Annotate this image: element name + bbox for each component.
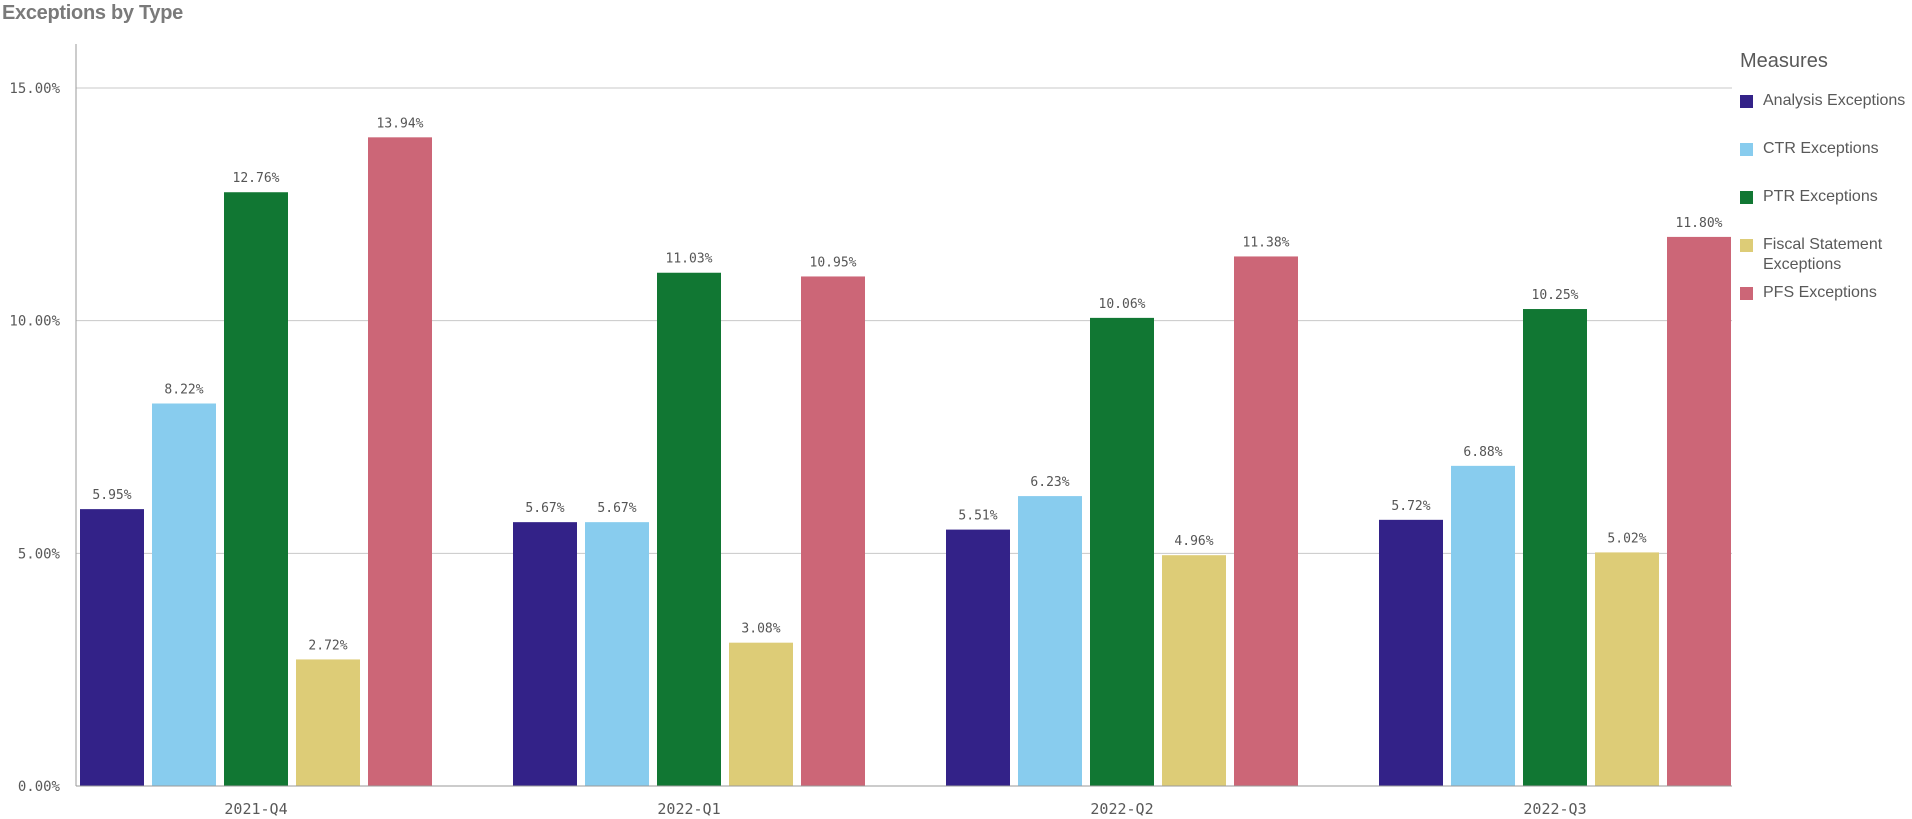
chart-title: Exceptions by Type (2, 2, 183, 24)
bar (1090, 317, 1154, 786)
legend-items: Analysis Exceptions CTR Exceptions PTR Exc… (1740, 91, 1912, 331)
bar (368, 137, 432, 787)
legend-swatch (1740, 287, 1753, 300)
legend-swatch (1740, 95, 1753, 108)
data-label: 2.72% (308, 638, 347, 653)
legend: Measures Analysis Exceptions CTR Exceptio… (1740, 50, 1912, 331)
legend-label: Fiscal Statement Exceptions (1763, 236, 1883, 273)
x-tick-label: 2021-Q4 (224, 800, 287, 818)
legend-label: PFS Exceptions (1763, 284, 1877, 301)
data-labels: 5.95% 8.22% 12.76% 2.72% 13.94% 5.67% 5.67% 11.… (92, 116, 1722, 653)
bar (152, 403, 216, 786)
data-label: 5.02% (1607, 531, 1646, 546)
bar-chart: 5.95% 8.22% 12.76% 2.72% 13.94% 5.67% 5.67% 11.… (9, 44, 1732, 818)
data-label: 5.67% (525, 501, 564, 516)
y-tick-label: 15.00% (9, 81, 60, 97)
bars (80, 137, 1731, 787)
bar (1018, 496, 1082, 786)
bar (1523, 309, 1587, 786)
x-tick-label: 2022-Q2 (1090, 800, 1153, 818)
legend-swatch (1740, 239, 1753, 252)
legend-item[interactable]: PTR Exceptions (1740, 187, 1912, 235)
data-label: 6.88% (1463, 445, 1502, 460)
data-label: 6.23% (1030, 475, 1069, 490)
bar (1595, 552, 1659, 786)
y-tick-label: 5.00% (18, 546, 61, 562)
bar (296, 659, 360, 786)
data-label: 5.67% (597, 501, 636, 516)
data-label: 10.25% (1532, 288, 1579, 303)
bar (1379, 519, 1443, 786)
legend-label: Analysis Exceptions (1763, 92, 1906, 109)
data-label: 13.94% (377, 116, 424, 131)
bar (657, 272, 721, 787)
data-label: 12.76% (233, 171, 280, 186)
legend-item[interactable]: CTR Exceptions (1740, 139, 1912, 187)
x-tick-label: 2022-Q3 (1523, 800, 1586, 818)
legend-swatch (1740, 191, 1753, 204)
legend-swatch (1740, 143, 1753, 156)
axes: 0.00% 5.00% 10.00% 15.00% 2021-Q4 2022-Q1 2022… (9, 44, 1732, 818)
data-label: 5.51% (958, 509, 997, 524)
data-label: 11.38% (1243, 235, 1290, 250)
data-label: 3.08% (741, 622, 780, 637)
bar (513, 522, 577, 786)
data-label: 10.06% (1099, 297, 1146, 312)
data-label: 4.96% (1174, 534, 1213, 549)
bar (801, 276, 865, 786)
data-label: 5.72% (1391, 499, 1430, 514)
legend-item[interactable]: Analysis Exceptions (1740, 91, 1912, 139)
bar (1451, 465, 1515, 786)
bar (946, 529, 1010, 786)
data-label: 11.03% (666, 252, 713, 267)
data-label: 8.22% (164, 382, 203, 397)
legend-label: PTR Exceptions (1763, 188, 1878, 205)
data-label: 11.80% (1676, 216, 1723, 231)
legend-label: CTR Exceptions (1763, 140, 1879, 157)
bar (1667, 236, 1731, 786)
legend-item[interactable]: PFS Exceptions (1740, 283, 1912, 331)
bar (80, 509, 144, 786)
bar (585, 522, 649, 786)
y-tick-label: 0.00% (18, 779, 61, 795)
bar (1234, 256, 1298, 786)
data-label: 10.95% (810, 255, 857, 270)
y-tick-label: 10.00% (9, 314, 60, 330)
data-label: 5.95% (92, 488, 131, 503)
x-tick-label: 2022-Q1 (657, 800, 720, 818)
bar (729, 642, 793, 786)
bar (1162, 555, 1226, 786)
bar (224, 192, 288, 786)
legend-item[interactable]: Fiscal Statement Exceptions (1740, 235, 1912, 283)
legend-title: Measures (1740, 50, 1828, 72)
